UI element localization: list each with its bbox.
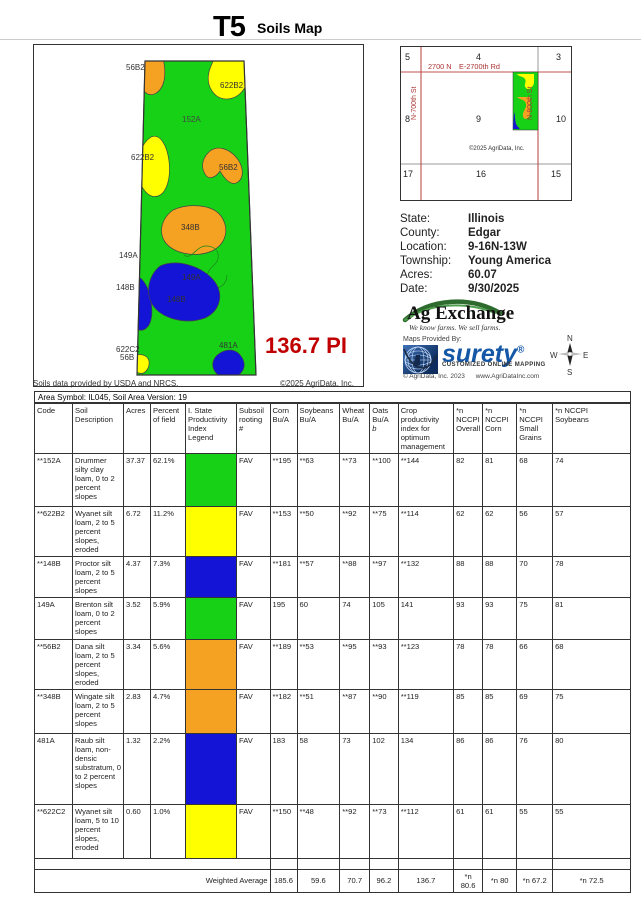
svg-text:N-700th St: N-700th St	[411, 86, 418, 120]
svg-text:8: 8	[405, 114, 410, 124]
svg-text:E-2700th Rd: E-2700th Rd	[459, 62, 500, 71]
svg-text:S: S	[567, 368, 572, 377]
svg-text:W: W	[550, 351, 558, 360]
svg-text:N-800th St: N-800th St	[527, 86, 534, 120]
svg-text:2700 N: 2700 N	[428, 62, 452, 71]
svg-text:9: 9	[476, 114, 481, 124]
svg-text:E: E	[583, 351, 588, 360]
svg-text:10: 10	[556, 114, 566, 124]
svg-text:©2025 AgriData, Inc.: ©2025 AgriData, Inc.	[469, 145, 525, 152]
svg-text:5: 5	[405, 52, 410, 62]
svg-text:4: 4	[476, 52, 481, 62]
svg-text:16: 16	[476, 169, 486, 179]
svg-text:N: N	[567, 334, 573, 343]
svg-text:15: 15	[551, 169, 561, 179]
svg-text:17: 17	[403, 169, 413, 179]
svg-text:3: 3	[556, 52, 561, 62]
